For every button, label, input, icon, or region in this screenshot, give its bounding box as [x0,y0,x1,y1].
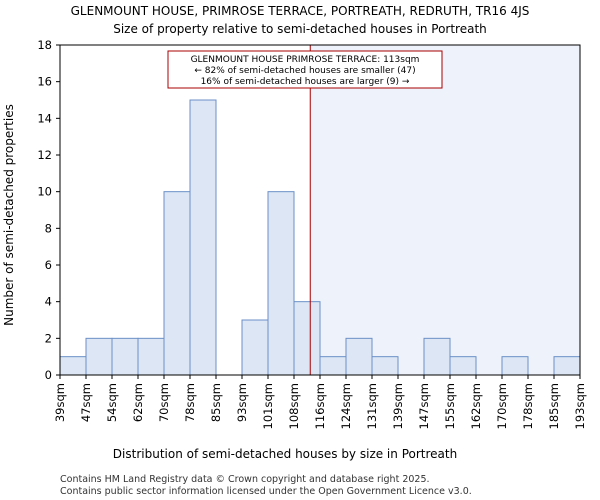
x-tick-label: 78sqm [183,383,197,422]
x-tick-label: 170sqm [495,383,509,429]
bar-54sqm [111,337,139,376]
annotation-frame [167,50,443,89]
x-tick-label: 178sqm [521,383,535,429]
y-tick-label: 10 [37,185,52,199]
annotation-box: GLENMOUNT HOUSE PRIMROSE TERRACE: 113sqm… [167,50,443,89]
plot-frame [59,44,581,376]
bar-108sqm [293,301,321,376]
y-tick-label: 2 [45,331,52,345]
annotation-line-2: ← 82% of semi-detached houses are smalle… [194,66,415,76]
y-tick-label: 0 [45,368,52,382]
x-tick-label: 108sqm [287,383,301,429]
x-tick-label: 193sqm [573,383,587,429]
bar-116sqm [319,356,347,376]
bar-170sqm [501,356,529,376]
x-tick-label: 185sqm [547,383,561,429]
bar-131sqm [371,356,399,376]
footer-line-1: Contains HM Land Registry data © Crown c… [60,474,430,485]
bar-70sqm [163,191,191,376]
bars-group [59,99,581,376]
chart-title: GLENMOUNT HOUSE, PRIMROSE TERRACE, PORTR… [71,4,530,18]
bar-78sqm [189,99,217,376]
x-tick-label: 155sqm [443,383,457,429]
y-tick-label: 4 [45,295,52,309]
bar-93sqm [241,319,269,376]
x-axis-label: Distribution of semi-detached houses by … [113,447,457,461]
bar-62sqm [137,337,165,376]
bar-101sqm [267,191,295,376]
x-tick-label: 62sqm [131,383,145,422]
y-tick-label: 6 [45,258,52,272]
y-axis-label: Number of semi-detached properties [2,104,16,326]
annotation-line-3: 16% of semi-detached houses are larger (… [201,77,410,87]
y-tick-label: 18 [37,38,52,52]
x-tick-label: 124sqm [339,383,353,429]
x-tick-label: 39sqm [53,383,67,422]
y-tick-label: 12 [37,148,52,162]
annotation-line-1: GLENMOUNT HOUSE PRIMROSE TERRACE: 113sqm [191,55,420,65]
x-tick-label: 85sqm [209,383,223,422]
bar-155sqm [449,356,477,376]
y-tick-label: 14 [37,111,52,125]
y-axis: 0 2 4 6 8 10 12 14 16 18 [37,38,60,382]
footer-line-2: Contains public sector information licen… [60,486,472,497]
x-axis: 39sqm 47sqm 54sqm 62sqm 70sqm 78sqm 85sqm 93sqm… [53,375,587,429]
y-tick-label: 16 [37,75,52,89]
x-tick-label: 54sqm [105,383,119,422]
x-tick-label: 47sqm [79,383,93,422]
x-tick-label: 131sqm [365,383,379,429]
bar-47sqm [85,337,113,376]
bar-185sqm [553,356,581,376]
chart-subtitle: Size of property relative to semi-detach… [113,22,487,36]
x-tick-label: 139sqm [391,383,405,429]
x-tick-label: 162sqm [469,383,483,429]
x-tick-label: 101sqm [261,383,275,429]
bar-147sqm [423,337,451,376]
y-tick-label: 8 [45,221,52,235]
bar-124sqm [345,337,373,376]
x-tick-label: 70sqm [157,383,171,422]
x-tick-label: 147sqm [417,383,431,429]
x-tick-label: 93sqm [235,383,249,422]
larger-region-shade [310,45,580,375]
x-tick-label: 116sqm [313,383,327,429]
bar-39sqm [59,356,87,376]
